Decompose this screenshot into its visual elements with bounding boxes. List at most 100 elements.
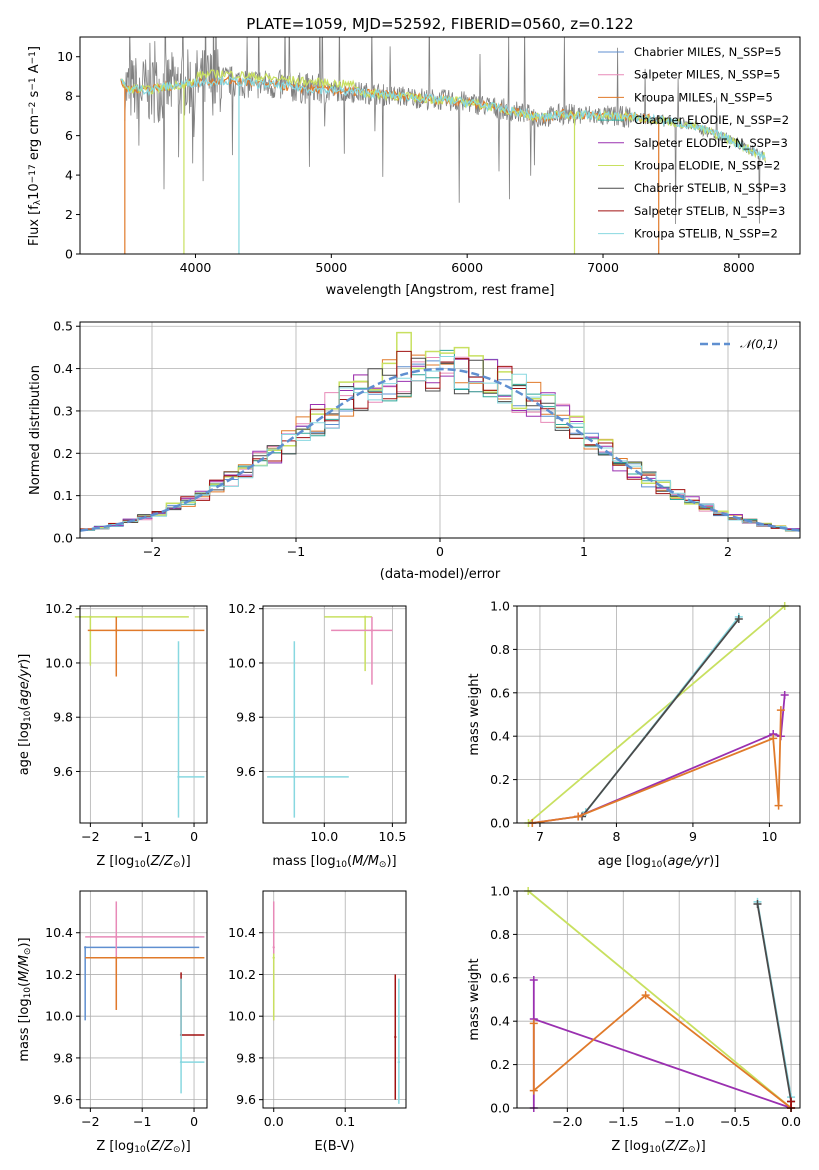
x-tick-label: 9 <box>689 829 697 844</box>
y-tick-label: 9.6 <box>53 1092 73 1107</box>
y-tick-label: 10.2 <box>228 967 256 982</box>
legend-label: Chabrier ELODIE, N_SSP=2 <box>634 113 789 127</box>
x-tick-label: −1 <box>133 829 151 844</box>
y-tick-label: 0.2 <box>490 1057 510 1072</box>
weight-series <box>532 994 792 1109</box>
normal-curve <box>79 367 801 532</box>
x-tick-label: 10.0 <box>310 829 338 844</box>
legend-label: Salpeter MILES, N_SSP=5 <box>634 68 780 82</box>
y-tick-label: 10.2 <box>45 967 73 982</box>
y-axis-label: mass weight <box>467 958 482 1040</box>
x-tick-label: −1.5 <box>608 1114 638 1129</box>
y-tick-label: 9.8 <box>236 1050 256 1065</box>
spectrum-lines <box>120 37 766 254</box>
data-point <box>115 629 118 632</box>
data-point <box>370 629 374 632</box>
x-tick-label: −0.5 <box>720 1114 750 1129</box>
y-tick-label: 10.0 <box>45 655 73 670</box>
x-tick-label: 0.0 <box>781 1114 801 1129</box>
y-tick-label: 0.1 <box>53 488 73 503</box>
y-tick-label: 10.4 <box>45 925 73 940</box>
x-tick-label: 0 <box>436 544 444 559</box>
histogram-series <box>80 356 800 531</box>
panel-spectrum: 4000 5000 6000 7000 8000 0 2 4 6 8 10 wavelength [A… <box>27 36 801 298</box>
x-tick-label: −1 <box>287 544 305 559</box>
weight-series <box>756 903 792 1102</box>
y-tick-label: 2 <box>65 207 73 222</box>
x-tick-label: 8 <box>612 829 620 844</box>
x-axis-label: Z [log10(Z/Z⊙)] <box>611 1139 705 1155</box>
histogram-series <box>80 350 800 531</box>
y-tick-label: 0.0 <box>490 816 510 831</box>
x-axis-label: E(B-V) <box>314 1139 354 1154</box>
y-tick-label: 10.2 <box>228 601 256 616</box>
panel-age-vs-mass: 10.0 10.5 9.6 9.8 10.0 10.2 mass [log10(M/M⊙)] <box>228 601 407 870</box>
y-tick-label: 9.6 <box>236 1092 256 1107</box>
data-point <box>272 946 275 949</box>
axes-frame <box>262 605 407 824</box>
series-marker <box>734 615 743 624</box>
y-tick-label: 0.8 <box>490 642 510 657</box>
series-marker <box>774 801 783 810</box>
x-tick-label: 6000 <box>451 260 483 275</box>
series-marker <box>776 706 785 715</box>
data-point <box>89 615 92 619</box>
x-tick-label: −2.0 <box>552 1114 582 1129</box>
x-tick-label: 2 <box>724 544 732 559</box>
legend-label: Chabrier MILES, N_SSP=5 <box>634 45 781 59</box>
y-tick-label: 9.8 <box>53 1050 73 1065</box>
x-tick-label: 0.1 <box>335 1114 355 1129</box>
series-marker <box>753 900 762 909</box>
y-tick-label: 0.5 <box>53 319 73 334</box>
x-axis-label: Z [log10(Z/Z⊙)] <box>96 854 190 870</box>
x-tick-label: 4000 <box>180 260 212 275</box>
x-tick-label: 5000 <box>315 260 347 275</box>
x-axis-label: mass [log10(M/M⊙)] <box>272 854 396 870</box>
model-spectrum <box>120 76 766 160</box>
y-tick-label: 9.6 <box>236 764 256 779</box>
y-tick-label: 0.2 <box>53 446 73 461</box>
x-axis-label: age [log10(age/yr)] <box>598 854 720 870</box>
series-marker <box>769 734 778 743</box>
data-point <box>394 1035 397 1039</box>
series-marker <box>529 1019 538 1028</box>
legend-label: Kroupa MILES, N_SSP=5 <box>634 90 773 104</box>
y-tick-label: 10 <box>57 49 73 64</box>
x-axis-label: wavelength [Angstrom, rest frame] <box>326 283 555 298</box>
weight-series <box>581 618 740 818</box>
weight-series <box>532 710 782 824</box>
data-point <box>363 615 367 619</box>
panel-residuals: −2 −1 0 1 2 0.0 0.1 0.2 0.3 0.4 0.5 (data-model)/er… <box>28 319 801 582</box>
data-point <box>293 775 296 779</box>
y-tick-label: 10.0 <box>228 1009 256 1024</box>
x-tick-label: 1 <box>580 544 588 559</box>
y-tick-label: 10.0 <box>45 1009 73 1024</box>
y-axis-label: mass weight <box>467 673 482 755</box>
y-tick-label: 0.8 <box>490 927 510 942</box>
panel-weight-vs-Z: −2.0 −1.5 −1.0 −0.5 0.0 0.0 0.2 0.4 0.6 0.8 1.0 Z [… <box>467 884 801 1156</box>
panel-mass-vs-Z: −2 −1 0 9.6 9.8 10.0 10.2 10.4 Z [log10(Z/Z⊙)] ma… <box>17 890 208 1155</box>
axes-frame <box>516 605 801 824</box>
x-tick-label: −1.0 <box>664 1114 694 1129</box>
series-marker <box>787 1097 796 1106</box>
x-tick-label: −2 <box>143 544 161 559</box>
figure-title: PLATE=1059, MJD=52592, FIBERID=0560, z=0… <box>246 15 633 33</box>
y-tick-label: 4 <box>65 168 73 183</box>
y-tick-label: 0.0 <box>490 1101 510 1116</box>
weight-series <box>532 980 792 1109</box>
legend-label: Salpeter STELIB, N_SSP=3 <box>634 204 785 218</box>
x-tick-label: 7 <box>536 829 544 844</box>
y-tick-label: 0.2 <box>490 772 510 787</box>
data-point <box>179 1060 183 1064</box>
legend-label: 𝒩(0,1) <box>740 337 778 351</box>
x-tick-label: 0.0 <box>264 1114 284 1129</box>
panel-weight-vs-age: 7 8 9 10 0.0 0.2 0.4 0.6 0.8 1.0 age [log10(age/yr… <box>467 599 801 870</box>
y-axis-label: Flux [fλ10−17 erg cm−2 s−1 A−1] <box>27 46 43 246</box>
x-tick-label: −1 <box>133 1114 151 1129</box>
y-tick-label: 0.0 <box>53 531 73 546</box>
x-tick-label: 0 <box>190 829 198 844</box>
y-tick-label: 0.3 <box>53 403 73 418</box>
y-tick-label: 8 <box>65 89 73 104</box>
y-tick-label: 10.4 <box>228 925 256 940</box>
